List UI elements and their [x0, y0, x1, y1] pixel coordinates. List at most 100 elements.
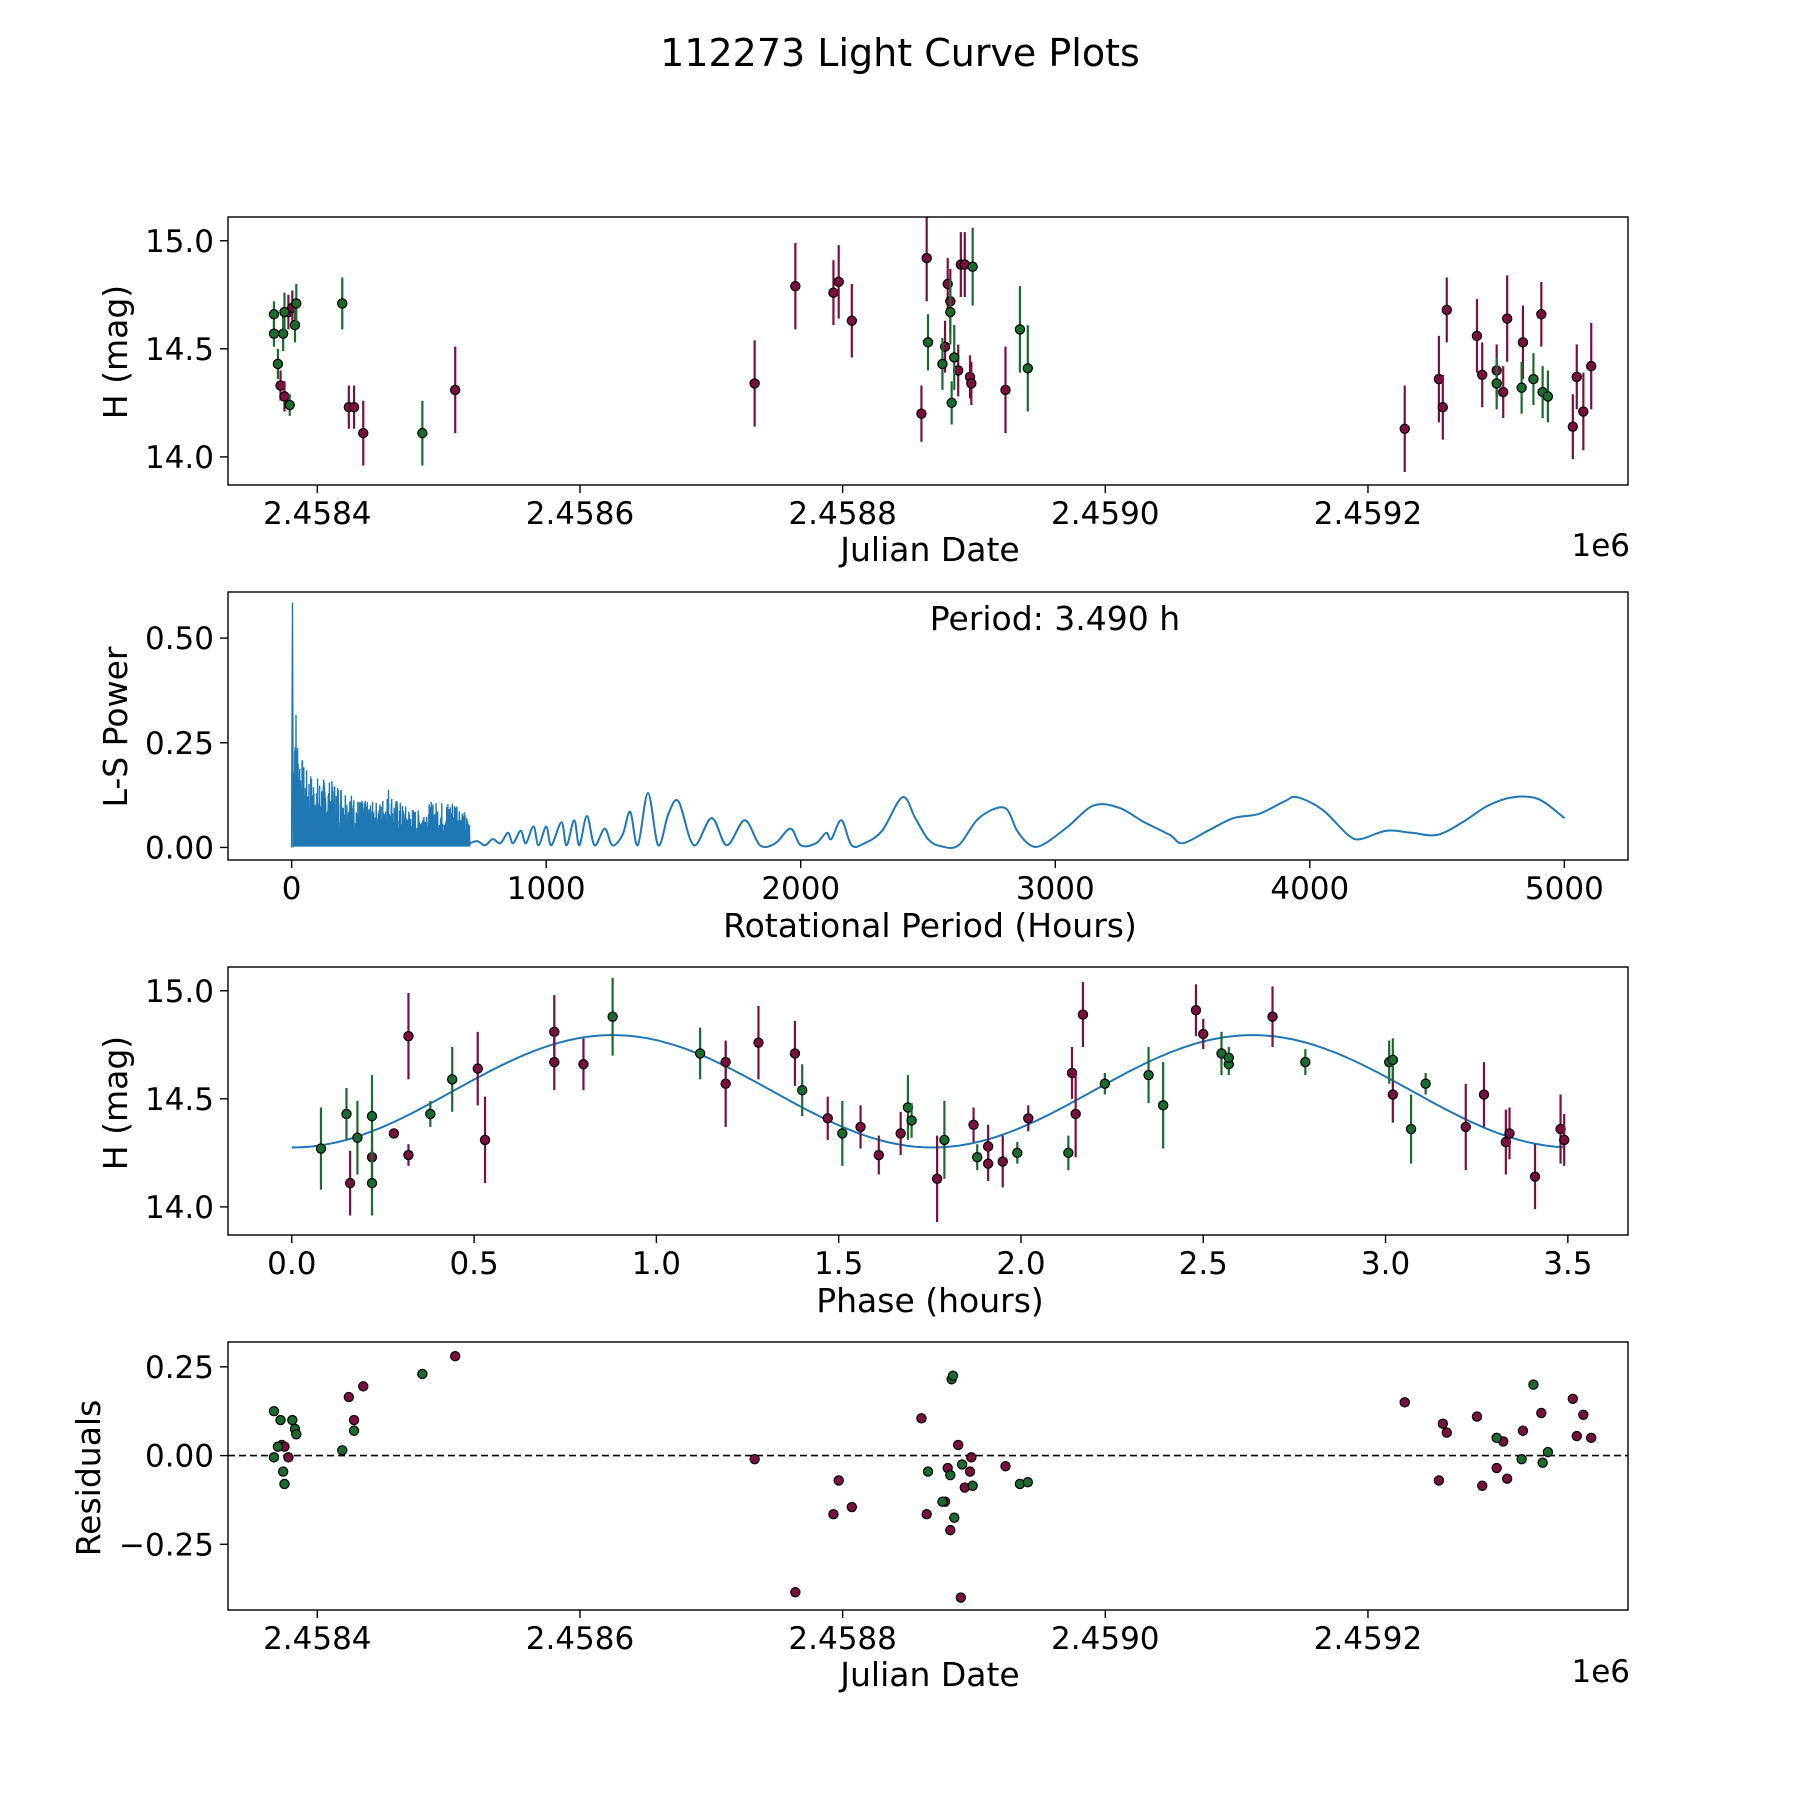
y-tick-label: −0.25: [119, 1527, 214, 1563]
data-point: [1022, 363, 1034, 374]
data-point: [1099, 1078, 1111, 1089]
data-point: [966, 1452, 977, 1463]
data-point: [277, 328, 289, 339]
data-point: [291, 298, 302, 309]
data-point: [1012, 1147, 1023, 1159]
x-tick-label: 4000: [1270, 871, 1349, 907]
data-point: [749, 378, 760, 389]
data-point: [949, 1512, 960, 1523]
data-point: [425, 1108, 436, 1120]
data-point: [348, 1425, 360, 1436]
data-point: [855, 1121, 866, 1133]
lightcurve-ylabel: H (mag): [96, 285, 135, 419]
periodogram-line: [469, 791, 1566, 849]
data-point: [790, 280, 801, 292]
data-point: [450, 1350, 461, 1362]
data-point: [279, 391, 290, 402]
x-tick-label: 2.4592: [1314, 496, 1422, 532]
data-point: [1477, 1480, 1488, 1491]
data-point: [1387, 1054, 1399, 1066]
data-point: [277, 1466, 289, 1477]
data-point: [607, 1011, 618, 1022]
data-point: [1267, 1011, 1278, 1022]
data-point: [873, 1149, 884, 1161]
data-point: [1157, 1100, 1169, 1111]
x-tick-label: 2.4584: [263, 496, 371, 532]
x-tick-label: 2.4592: [1314, 1621, 1422, 1657]
phased-ylabel: H (mag): [96, 1036, 135, 1170]
data-point: [1023, 1113, 1034, 1124]
data-point: [315, 1143, 327, 1154]
x-tick-label: 2.4588: [788, 496, 896, 532]
data-point: [1528, 373, 1539, 385]
data-point: [1586, 360, 1597, 372]
data-point: [837, 1128, 848, 1139]
y-tick-label: 14.0: [145, 1190, 214, 1226]
data-point: [1441, 1427, 1452, 1438]
data-point: [1501, 313, 1513, 324]
data-point: [348, 1414, 360, 1426]
data-point: [337, 298, 348, 309]
figure-title: 112273 Light Curve Plots: [660, 31, 1140, 75]
periodogram-ylabel: L-S Power: [96, 646, 135, 807]
lightcurve-panel: Julian Date H (mag) 1e6 2.4584 2.4586 2.45…: [96, 216, 1630, 569]
data-point: [720, 1056, 731, 1068]
x-tick-label: 3.5: [1543, 1246, 1592, 1282]
period-annotation: Period: 3.490 h: [930, 599, 1180, 638]
data-point: [997, 1156, 1008, 1167]
data-point: [1471, 1411, 1483, 1422]
data-point: [1529, 1171, 1541, 1182]
data-point: [1542, 391, 1554, 402]
data-point: [1491, 378, 1502, 389]
data-point: [1143, 1069, 1154, 1081]
x-tick-label: 2.4586: [526, 496, 634, 532]
data-point: [268, 1452, 280, 1463]
data-point: [1022, 1477, 1034, 1488]
data-point: [1420, 1078, 1431, 1089]
data-point: [1567, 421, 1579, 432]
data-point: [1478, 1089, 1490, 1100]
data-point: [949, 352, 960, 363]
data-point: [272, 358, 284, 370]
data-point: [953, 1439, 964, 1451]
data-point: [1198, 1028, 1209, 1040]
y-tick-label: 14.0: [145, 440, 214, 476]
data-point: [1070, 1108, 1081, 1120]
data-point: [828, 287, 839, 298]
data-point: [268, 309, 280, 320]
data-point: [366, 1177, 378, 1189]
data-point: [1063, 1147, 1074, 1159]
residuals-panel: Julian Date Residuals 1e6 2.4584 2.4586 2.…: [69, 1341, 1630, 1694]
residuals-frame: [227, 1341, 1629, 1611]
x-tick-label: 2.4590: [1051, 496, 1159, 532]
data-point: [344, 1177, 356, 1189]
data-point: [549, 1056, 560, 1068]
data-point: [287, 1414, 298, 1426]
data-point: [348, 401, 360, 413]
data-point: [720, 1078, 731, 1089]
data-point: [922, 1466, 934, 1477]
data-point: [846, 315, 858, 326]
data-point: [1504, 1128, 1515, 1139]
data-point: [1578, 406, 1589, 417]
data-point: [1578, 1409, 1589, 1420]
lightcurve-plot-area: [268, 217, 1597, 473]
data-point: [906, 1115, 917, 1126]
data-point: [1528, 1379, 1539, 1390]
data-point: [1077, 1009, 1089, 1020]
data-point: [479, 1134, 491, 1146]
data-point: [945, 1524, 956, 1536]
data-point: [1542, 1446, 1554, 1458]
data-point: [417, 1368, 428, 1380]
x-tick-label: 2.4586: [526, 1621, 634, 1657]
data-point: [1433, 1475, 1445, 1486]
data-point: [972, 1151, 983, 1163]
data-point: [749, 1453, 760, 1465]
data-point: [272, 1441, 284, 1452]
data-point: [921, 252, 932, 264]
x-tick-label: 2000: [761, 871, 840, 907]
data-point: [1586, 1432, 1597, 1444]
data-point: [388, 1128, 400, 1139]
y-tick-label: 0.25: [145, 726, 214, 762]
data-point: [1501, 1473, 1513, 1484]
